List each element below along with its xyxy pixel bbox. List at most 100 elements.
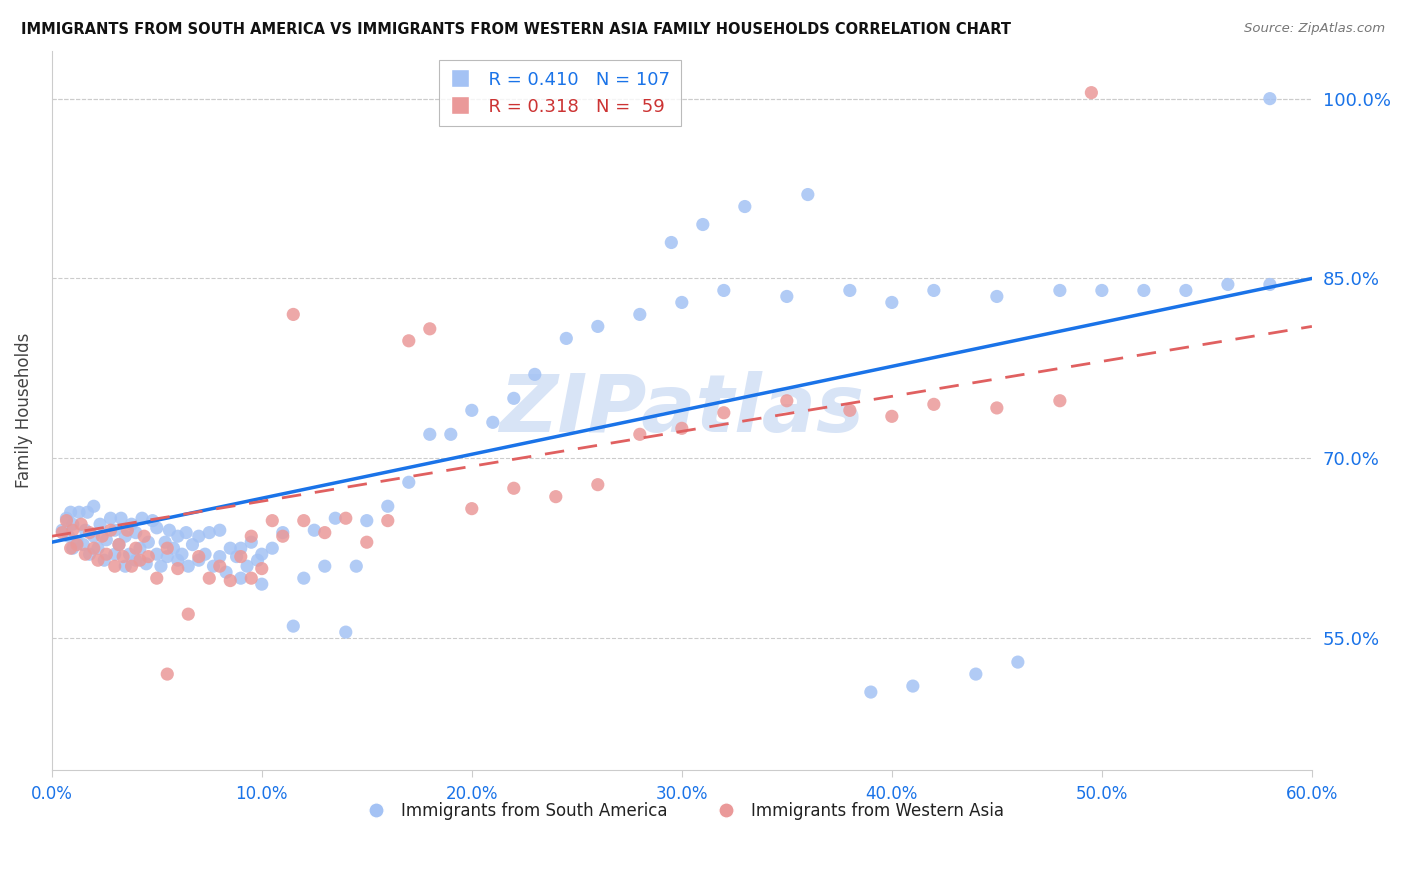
Point [55,514,77,528]
Point [100,511,122,525]
Point [440,427,463,442]
Point [225,549,247,564]
Point [187,549,209,564]
Point [219,541,242,556]
Point [586,477,609,491]
Point [283,619,305,633]
Point [713,284,735,298]
Point [177,607,200,622]
Legend: Immigrants from South America, Immigrants from Western Asia: Immigrants from South America, Immigrant… [353,795,1011,826]
Point [555,331,578,345]
Point [356,514,378,528]
Point [166,529,188,543]
Point [461,403,484,417]
Point [156,541,179,556]
Point [838,284,860,298]
Point [544,490,567,504]
Point [166,553,188,567]
Point [215,565,238,579]
Point [89,517,111,532]
Point [377,500,399,514]
Point [108,538,131,552]
Point [83,529,105,543]
Point [91,529,114,543]
Point [51,525,73,540]
Point [75,547,97,561]
Point [523,368,546,382]
Point [240,535,263,549]
Point [1258,277,1281,292]
Point [108,538,131,552]
Point [986,289,1008,303]
Point [125,553,148,567]
Point [181,538,204,552]
Point [283,307,305,321]
Point [797,187,820,202]
Point [208,523,231,537]
Point [153,535,176,549]
Point [250,547,273,561]
Point [75,523,97,537]
Point [398,334,420,348]
Point [79,547,101,561]
Point [198,525,221,540]
Point [776,393,799,408]
Point [125,525,148,540]
Point [377,514,399,528]
Point [1216,277,1239,292]
Point [104,547,127,561]
Point [62,541,84,556]
Point [314,559,336,574]
Point [838,403,860,417]
Point [79,525,101,540]
Point [502,392,524,406]
Point [671,295,693,310]
Point [240,571,263,585]
Point [292,571,315,585]
Point [59,505,82,519]
Point [461,501,484,516]
Point [100,523,122,537]
Point [1258,92,1281,106]
Point [96,547,118,561]
Point [1133,284,1156,298]
Point [986,401,1008,415]
Point [344,559,367,574]
Point [292,514,315,528]
Point [145,571,167,585]
Text: Source: ZipAtlas.com: Source: ZipAtlas.com [1244,22,1385,36]
Point [58,529,80,543]
Point [177,559,200,574]
Point [149,559,172,574]
Point [70,517,93,532]
Point [138,549,160,564]
Point [1080,86,1102,100]
Point [1007,655,1029,669]
Point [628,307,651,321]
Point [156,667,179,681]
Point [398,475,420,490]
Point [67,505,90,519]
Point [1091,284,1114,298]
Point [323,511,346,525]
Point [156,549,179,564]
Point [229,549,252,564]
Point [170,547,193,561]
Point [314,525,336,540]
Point [304,523,326,537]
Point [356,535,378,549]
Point [166,561,188,575]
Point [901,679,924,693]
Point [135,557,157,571]
Point [628,427,651,442]
Point [262,541,284,556]
Point [87,553,110,567]
Point [1174,284,1197,298]
Point [157,523,180,537]
Point [121,559,143,574]
Point [104,523,127,537]
Point [87,541,110,556]
Point [96,533,118,547]
Point [271,529,294,543]
Point [922,284,945,298]
